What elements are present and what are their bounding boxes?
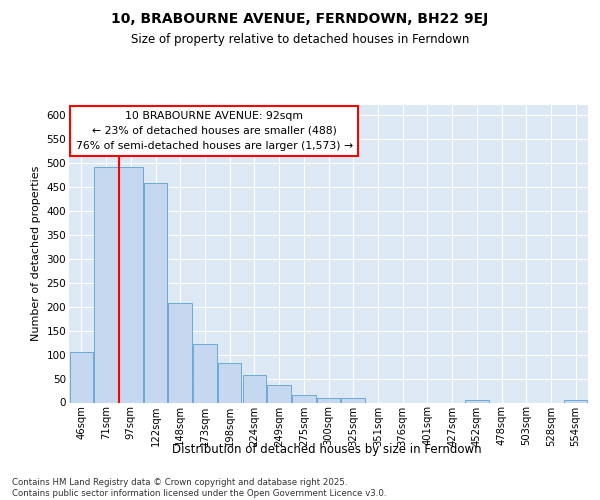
Bar xyxy=(292,396,316,402)
Bar xyxy=(564,400,587,402)
Text: 10 BRABOURNE AVENUE: 92sqm
← 23% of detached houses are smaller (488)
76% of sem: 10 BRABOURNE AVENUE: 92sqm ← 23% of deta… xyxy=(76,111,353,150)
Bar xyxy=(193,344,217,403)
Text: Size of property relative to detached houses in Ferndown: Size of property relative to detached ho… xyxy=(131,32,469,46)
Bar xyxy=(169,303,192,402)
Bar xyxy=(317,398,340,402)
Bar xyxy=(242,374,266,402)
Bar xyxy=(341,398,365,402)
Bar xyxy=(218,363,241,403)
Bar xyxy=(119,168,143,402)
Text: Distribution of detached houses by size in Ferndown: Distribution of detached houses by size … xyxy=(172,442,482,456)
Bar xyxy=(70,352,93,403)
Bar xyxy=(268,384,291,402)
Text: 10, BRABOURNE AVENUE, FERNDOWN, BH22 9EJ: 10, BRABOURNE AVENUE, FERNDOWN, BH22 9EJ xyxy=(112,12,488,26)
Bar xyxy=(465,400,488,402)
Y-axis label: Number of detached properties: Number of detached properties xyxy=(31,166,41,342)
Text: Contains HM Land Registry data © Crown copyright and database right 2025.
Contai: Contains HM Land Registry data © Crown c… xyxy=(12,478,386,498)
Bar xyxy=(94,168,118,402)
Bar xyxy=(144,182,167,402)
